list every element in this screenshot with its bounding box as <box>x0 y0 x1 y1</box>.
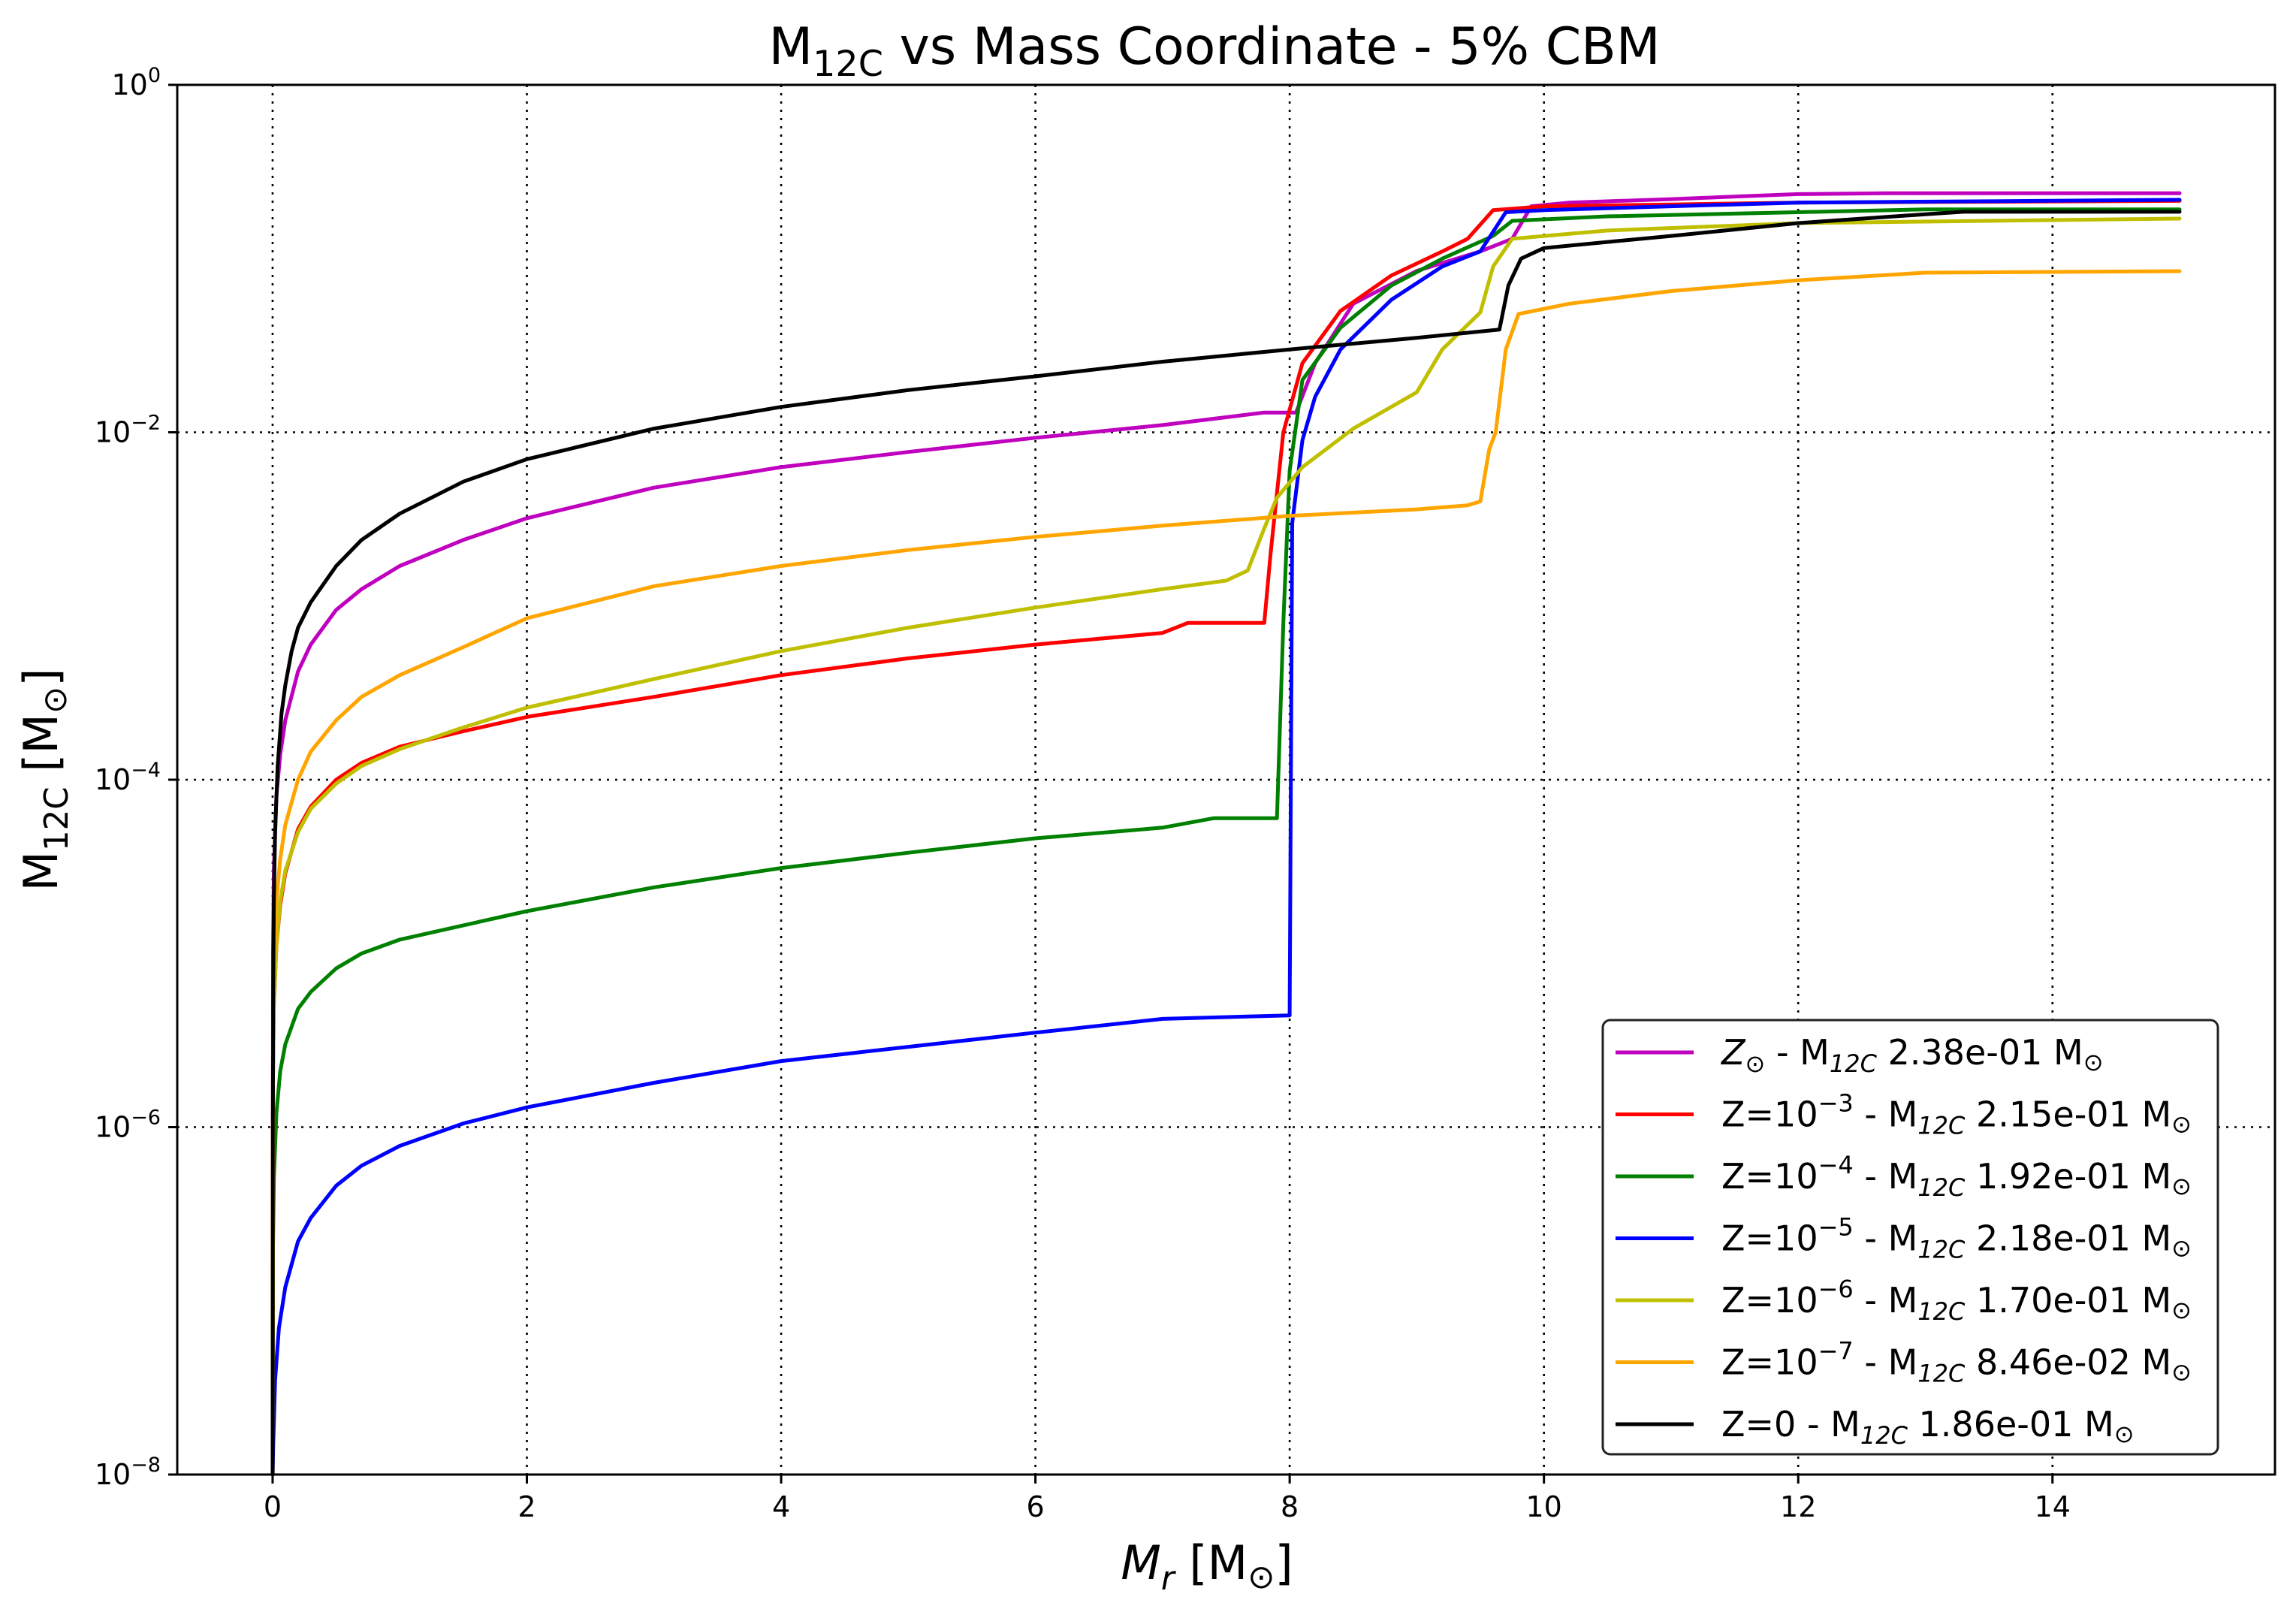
x-axis-ticks: 0 2 4 6 8 10 12 14 <box>264 1475 2071 1523</box>
x-tick-label: 14 <box>2035 1490 2071 1523</box>
legend-items: Z⊙ - M12C 2.38e-01 M⊙ Z=10−3 - M12C 2.15e… <box>1616 1032 2192 1450</box>
legend-item: Z=10−4 - M12C 1.92e-01 M⊙ <box>1616 1151 2192 1202</box>
legend-label: Z=10−4 - M12C 1.92e-01 M⊙ <box>1721 1151 2192 1202</box>
y-tick-label: 10−2 <box>95 412 161 449</box>
x-tick-label: 4 <box>772 1490 790 1523</box>
series-group <box>270 191 2182 1477</box>
x-axis-label: Mr [M⊙] <box>1121 1535 1293 1598</box>
x-tick-label: 8 <box>1281 1490 1299 1523</box>
legend-label: Z⊙ - M12C 2.38e-01 M⊙ <box>1720 1032 2104 1078</box>
series-line-6 <box>270 210 2182 1477</box>
y-tick-label: 100 <box>111 64 161 101</box>
legend-item: Z=10−5 - M12C 2.18e-01 M⊙ <box>1616 1213 2192 1264</box>
legend-label: Z=10−5 - M12C 2.18e-01 M⊙ <box>1721 1213 2192 1264</box>
x-tick-label: 0 <box>264 1490 282 1523</box>
y-axis-ticks: 10−8 10−6 10−4 10−2 100 <box>95 64 177 1491</box>
y-tick-label: 10−6 <box>95 1106 161 1144</box>
legend-box <box>1601 1019 2219 1456</box>
legend-label: Z=10−6 - M12C 1.70e-01 M⊙ <box>1721 1275 2192 1326</box>
series-line-4 <box>270 216 2182 1477</box>
legend-item: Z=10−3 - M12C 2.15e-01 M⊙ <box>1616 1089 2192 1140</box>
legend-item: Z=0 - M12C 1.86e-01 M⊙ <box>1616 1404 2135 1450</box>
legend: Z⊙ - M12C 2.38e-01 M⊙ Z=10−3 - M12C 2.15e… <box>1601 1019 2219 1456</box>
legend-item: Z⊙ - M12C 2.38e-01 M⊙ <box>1616 1032 2104 1078</box>
series-line-5 <box>270 269 2182 1477</box>
x-tick-label: 6 <box>1026 1490 1044 1523</box>
x-tick-label: 12 <box>1780 1490 1816 1523</box>
x-tick-label: 2 <box>517 1490 536 1523</box>
x-tick-label: 10 <box>1526 1490 1562 1523</box>
series-line-3 <box>270 198 2182 1477</box>
series-line-2 <box>270 207 2182 1477</box>
legend-label: Z=10−3 - M12C 2.15e-01 M⊙ <box>1721 1089 2192 1140</box>
legend-label: Z=0 - M12C 1.86e-01 M⊙ <box>1721 1404 2135 1450</box>
y-tick-label: 10−8 <box>95 1454 161 1491</box>
legend-label: Z=10−7 - M12C 8.46e-02 M⊙ <box>1721 1337 2192 1388</box>
y-tick-label: 10−4 <box>95 759 161 796</box>
legend-item: Z=10−6 - M12C 1.70e-01 M⊙ <box>1616 1275 2192 1326</box>
chart-title: M12C vs Mass Coordinate - 5% CBM <box>768 17 1660 85</box>
y-axis-label: M12C [M⊙] <box>14 669 76 892</box>
legend-item: Z=10−7 - M12C 8.46e-02 M⊙ <box>1616 1337 2192 1388</box>
